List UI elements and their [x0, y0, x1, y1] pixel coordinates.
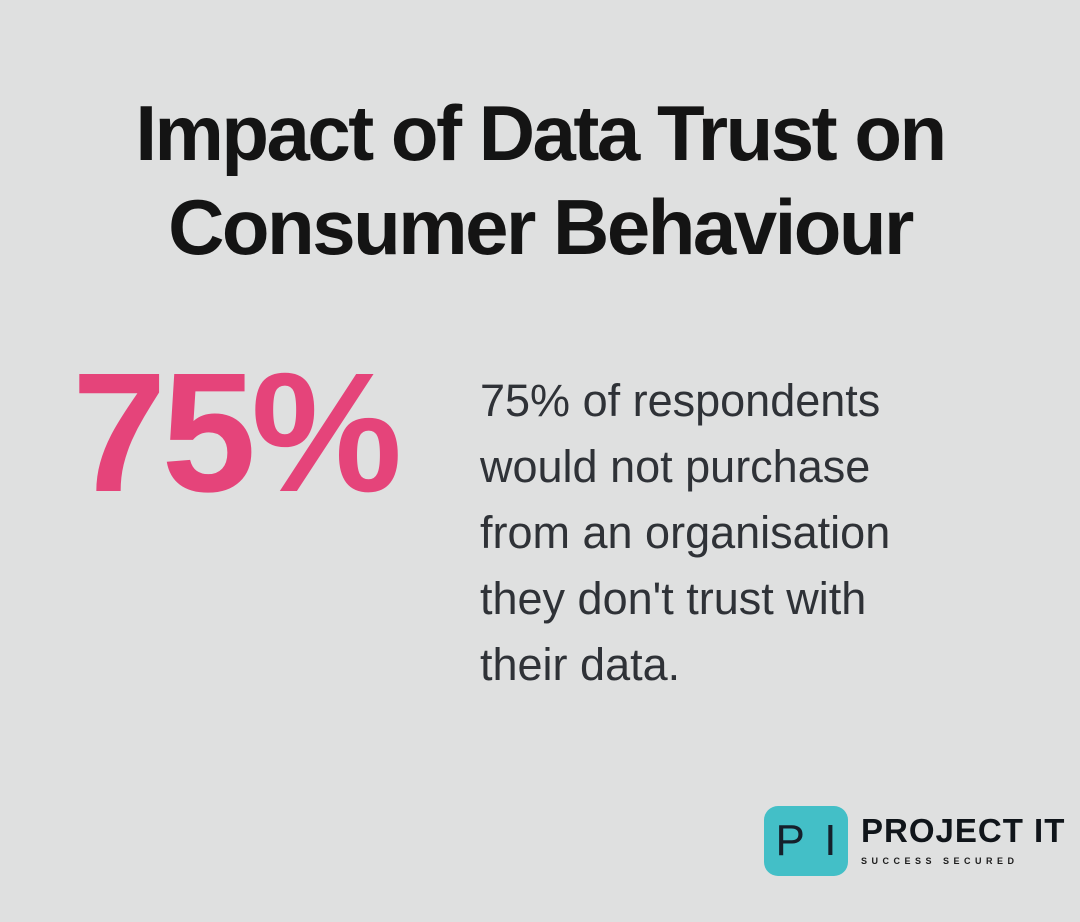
- logo-monogram-text: P I: [775, 816, 841, 865]
- stat-description: 75% of respondents would not purchase fr…: [480, 375, 891, 690]
- logo-tagline: SUCCESS SECURED: [861, 856, 1019, 866]
- page-title: Impact of Data Trust on Consumer Behavio…: [0, 86, 1080, 274]
- page-title-line-1: Impact of Data Trust on: [135, 89, 947, 177]
- stat-value: 75%: [72, 338, 402, 528]
- page-title-line-2: Consumer Behaviour: [168, 183, 914, 271]
- logo-text-block: PROJECT IT SUCCESS SECURED: [861, 806, 1065, 866]
- logo-monogram-icon: P I: [764, 806, 848, 876]
- project-it-logo: P I PROJECT IT SUCCESS SECURED: [764, 806, 1065, 876]
- logo-company-name: PROJECT IT: [861, 812, 1066, 849]
